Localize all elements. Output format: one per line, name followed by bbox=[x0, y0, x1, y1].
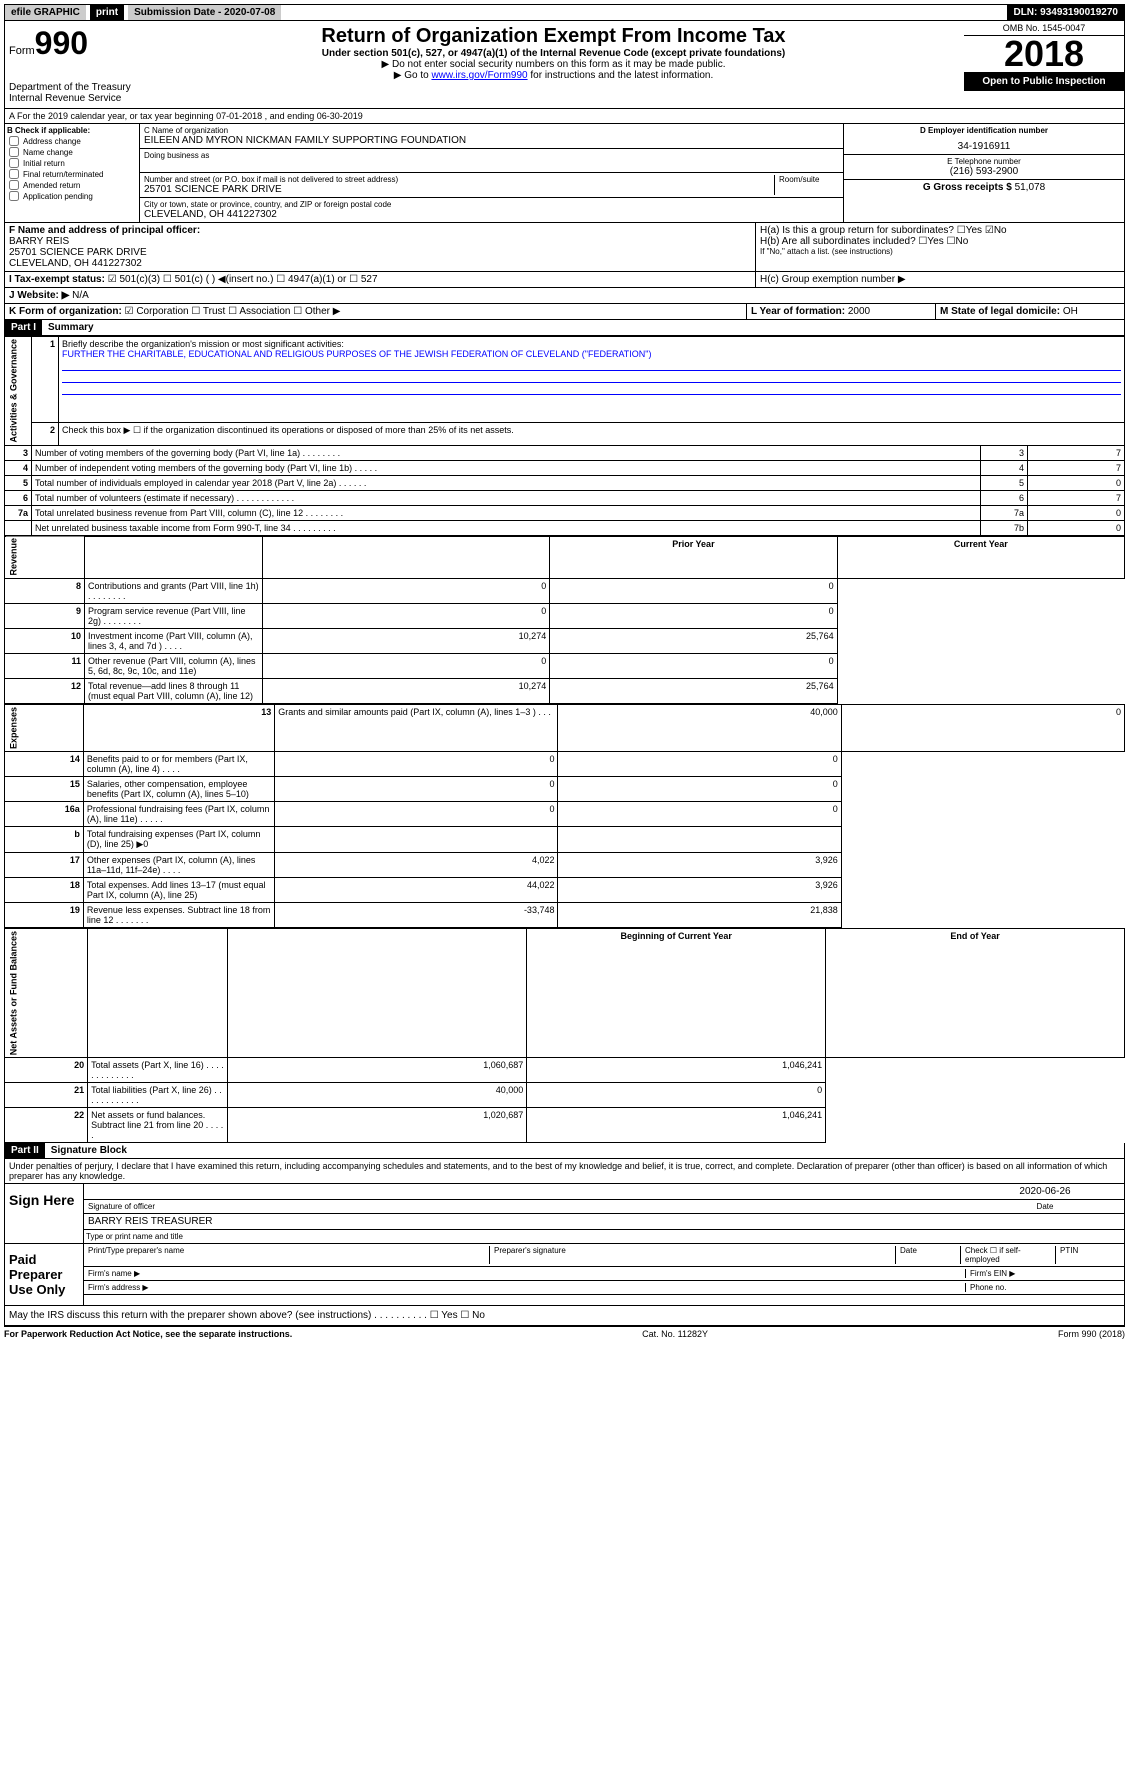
paid-prep-label: Paid Preparer Use Only bbox=[5, 1244, 84, 1305]
form-label: Form bbox=[9, 45, 35, 57]
officer-addr2: CLEVELAND, OH 441227302 bbox=[9, 258, 751, 269]
hb-label: H(b) Are all subordinates included? bbox=[760, 236, 916, 247]
line-a: A For the 2019 calendar year, or tax yea… bbox=[4, 109, 1125, 124]
i-label: I Tax-exempt status: bbox=[9, 274, 105, 285]
submission-date: Submission Date - 2020-07-08 bbox=[128, 5, 281, 20]
addr-label: Number and street (or P.O. box if mail i… bbox=[144, 175, 774, 184]
l-label: L Year of formation: bbox=[751, 306, 845, 317]
city-label: City or town, state or province, country… bbox=[144, 200, 839, 209]
note-ssn: ▶ Do not enter social security numbers o… bbox=[147, 59, 960, 70]
l1-label: Briefly describe the organization's miss… bbox=[62, 339, 344, 349]
f-label: F Name and address of principal officer: bbox=[9, 225, 751, 236]
j-label: J Website: ▶ bbox=[9, 290, 69, 301]
org-name: EILEEN AND MYRON NICKMAN FAMILY SUPPORTI… bbox=[144, 135, 839, 146]
irs-link[interactable]: www.irs.gov/Form990 bbox=[431, 70, 527, 81]
chk-amended[interactable] bbox=[9, 180, 19, 190]
revenue-table: RevenuePrior YearCurrent Year8Contributi… bbox=[4, 536, 1125, 705]
tax-year: 2018 bbox=[964, 36, 1124, 72]
form-header: Form990 Department of the Treasury Inter… bbox=[4, 21, 1125, 109]
b-label: B Check if applicable: bbox=[7, 126, 137, 135]
officer-name: BARRY REIS bbox=[9, 236, 751, 247]
note-goto: ▶ Go to www.irs.gov/Form990 for instruct… bbox=[147, 70, 960, 81]
chk-final[interactable] bbox=[9, 169, 19, 179]
perjury-text: Under penalties of perjury, I declare th… bbox=[4, 1159, 1125, 1184]
hb-note: If "No," attach a list. (see instruction… bbox=[760, 247, 1120, 256]
hc-label: H(c) Group exemption number ▶ bbox=[756, 272, 1124, 287]
netassets-table: Net Assets or Fund BalancesBeginning of … bbox=[4, 928, 1125, 1143]
org-address: 25701 SCIENCE PARK DRIVE bbox=[144, 184, 774, 195]
section-j: J Website: ▶ N/A bbox=[4, 288, 1125, 304]
open-public: Open to Public Inspection bbox=[964, 72, 1124, 91]
l1-text: FURTHER THE CHARITABLE, EDUCATIONAL AND … bbox=[62, 349, 651, 359]
gross-receipts: 51,078 bbox=[1015, 182, 1046, 193]
section-i: I Tax-exempt status: ☑ 501(c)(3) ☐ 501(c… bbox=[4, 272, 1125, 288]
phone-value: (216) 593-2900 bbox=[848, 166, 1120, 177]
g-label: G Gross receipts $ bbox=[923, 182, 1012, 193]
part1-title: Summary bbox=[42, 320, 100, 335]
chk-address[interactable] bbox=[9, 136, 19, 146]
officer-addr1: 25701 SCIENCE PARK DRIVE bbox=[9, 247, 751, 258]
form-subtitle: Under section 501(c), 527, or 4947(a)(1)… bbox=[147, 48, 960, 59]
chk-pending[interactable] bbox=[9, 191, 19, 201]
part2-label: Part II bbox=[5, 1143, 45, 1158]
dept-treasury: Department of the Treasury bbox=[9, 82, 139, 93]
chk-name[interactable] bbox=[9, 147, 19, 157]
section-f-h: F Name and address of principal officer:… bbox=[4, 223, 1125, 272]
top-bar: efile GRAPHIC print Submission Date - 20… bbox=[4, 4, 1125, 21]
section-b-to-g: B Check if applicable: Address change Na… bbox=[4, 124, 1125, 223]
k-label: K Form of organization: bbox=[9, 306, 122, 317]
room-label: Room/suite bbox=[779, 175, 839, 184]
dba-label: Doing business as bbox=[144, 151, 839, 160]
paid-preparer-block: Paid Preparer Use Only Print/Type prepar… bbox=[4, 1244, 1125, 1306]
l2: Check this box ▶ ☐ if the organization d… bbox=[59, 422, 1125, 445]
dept-irs: Internal Revenue Service bbox=[9, 93, 139, 104]
footer-right: Form 990 (2018) bbox=[1058, 1329, 1125, 1339]
discuss-line: May the IRS discuss this return with the… bbox=[4, 1306, 1125, 1326]
form-number: 990 bbox=[35, 25, 88, 61]
d-label: D Employer identification number bbox=[848, 126, 1120, 135]
c-name-label: C Name of organization bbox=[144, 126, 839, 135]
e-label: E Telephone number bbox=[848, 157, 1120, 166]
sign-here-block: Sign Here 2020-06-26 Signature of office… bbox=[4, 1184, 1125, 1244]
ein-value: 34-1916911 bbox=[848, 141, 1120, 152]
sign-here-label: Sign Here bbox=[5, 1184, 84, 1243]
dln-label: DLN: 93493190019270 bbox=[1007, 5, 1124, 20]
summary-table: Activities & Governance 1 Briefly descri… bbox=[4, 336, 1125, 536]
ha-label: H(a) Is this a group return for subordin… bbox=[760, 225, 954, 236]
expense-table: Expenses13Grants and similar amounts pai… bbox=[4, 704, 1125, 928]
part1-label: Part I bbox=[5, 320, 42, 335]
footer-left: For Paperwork Reduction Act Notice, see … bbox=[4, 1329, 292, 1339]
part2-title: Signature Block bbox=[45, 1143, 133, 1158]
section-k-l-m: K Form of organization: ☑ Corporation ☐ … bbox=[4, 304, 1125, 320]
vert-governance: Activities & Governance bbox=[5, 337, 32, 446]
chk-initial[interactable] bbox=[9, 158, 19, 168]
efile-label: efile GRAPHIC bbox=[5, 5, 86, 20]
footer-mid: Cat. No. 11282Y bbox=[642, 1329, 708, 1339]
print-button[interactable]: print bbox=[90, 5, 124, 20]
page-footer: For Paperwork Reduction Act Notice, see … bbox=[4, 1326, 1125, 1341]
form-title: Return of Organization Exempt From Incom… bbox=[147, 25, 960, 48]
org-city: CLEVELAND, OH 441227302 bbox=[144, 209, 839, 220]
m-label: M State of legal domicile: bbox=[940, 306, 1060, 317]
